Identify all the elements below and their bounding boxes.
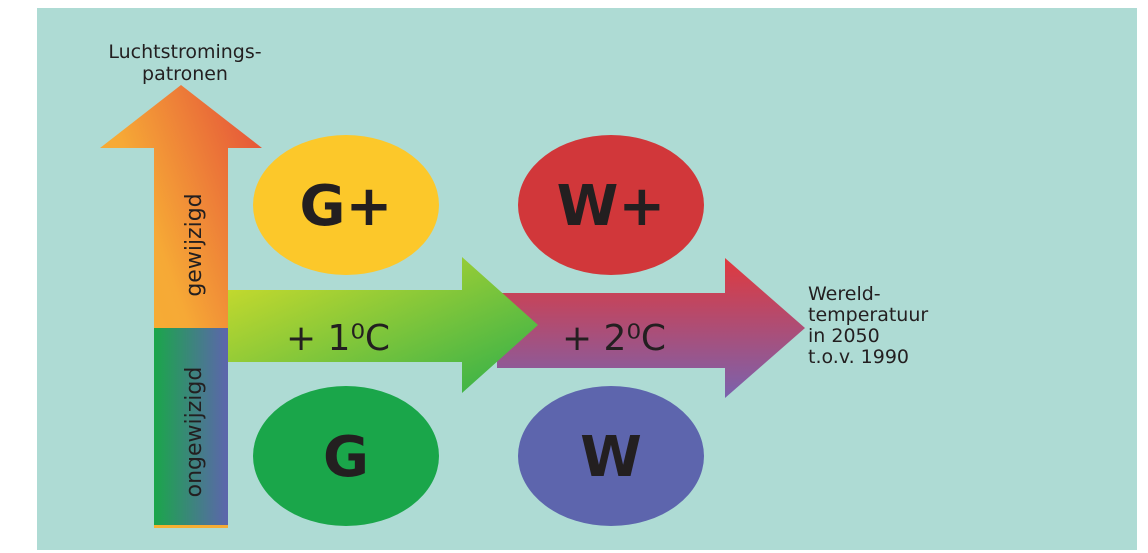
axis-label: temperatuur <box>808 304 928 326</box>
scenario-g <box>253 386 439 526</box>
scenario-label: W <box>580 425 642 490</box>
scenario-label: G <box>323 425 369 490</box>
scenario-w <box>518 386 704 526</box>
scenario-label: G+ <box>300 174 393 239</box>
axis-label: Luchtstromings- <box>108 41 261 63</box>
axis-label: patronen <box>142 63 228 85</box>
axis-label: Wereld- <box>808 283 881 305</box>
arrow-1 <box>228 257 538 393</box>
step-label: + 1⁰C <box>286 318 390 359</box>
lower-segment <box>154 328 228 525</box>
axis-label: t.o.v. 1990 <box>808 346 909 368</box>
lower-label: ongewijzigd <box>182 367 207 498</box>
upper-label: gewijzigd <box>182 193 207 296</box>
axis-label: in 2050 <box>808 325 880 347</box>
step-label: + 2⁰C <box>562 318 666 359</box>
scenario-g-plus <box>253 135 439 275</box>
arrow-2 <box>497 258 805 398</box>
scenario-label: W+ <box>557 174 666 239</box>
scenario-w-plus <box>518 135 704 275</box>
